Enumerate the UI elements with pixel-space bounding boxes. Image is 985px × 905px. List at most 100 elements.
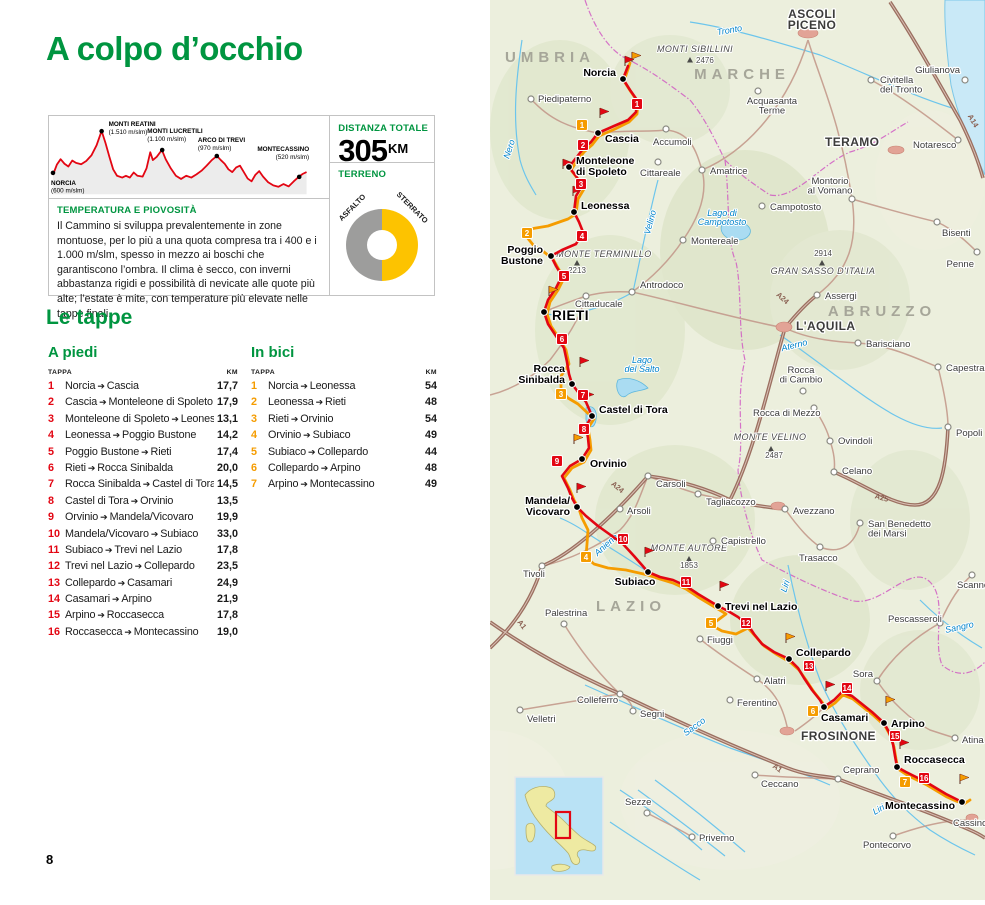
stage-badge-number: 10	[619, 535, 628, 544]
city-label: Sora	[853, 669, 874, 680]
stage-stop-label: Cascia	[605, 133, 639, 145]
arrow-icon: ➔	[141, 446, 149, 457]
city-marker	[516, 706, 524, 714]
profile-area	[52, 130, 307, 195]
stage-row: 9 Orvinio ➔ Mandela/Vicovaro 19,9	[48, 511, 238, 527]
stage-stop-label: Leonessa	[581, 200, 630, 212]
city-label: Carsoli	[656, 479, 686, 490]
peak-elevation: 2914	[814, 249, 832, 258]
stage-km: 19,0	[216, 625, 238, 638]
city-label: San Benedetto dei Marsi	[868, 519, 931, 540]
peak-label: MONTI SIBILLINI	[657, 44, 733, 54]
inset-highlight-rect	[554, 810, 572, 840]
stage-badge	[575, 178, 587, 190]
stage-km: 49	[424, 429, 437, 442]
terrain-label: TERRENO	[338, 169, 387, 180]
city-marker	[936, 619, 944, 627]
stage-number: 12	[48, 560, 61, 573]
stage-stop-label: Castel di Tora	[599, 404, 668, 416]
city-label: Trasacco	[799, 553, 838, 564]
stage-route: Monteleone di Spoleto➔Leonessa	[65, 412, 214, 425]
major-city-label: FROSINONE	[801, 729, 876, 743]
water-label: Lago del Salto	[624, 355, 659, 374]
peak-icon	[687, 57, 693, 63]
profile-marker-elev: (600 m/slm)	[51, 188, 84, 195]
arrow-icon: ➔	[150, 528, 159, 539]
peak-icon	[574, 260, 580, 266]
stage-number: 1	[251, 380, 258, 392]
city-marker	[679, 236, 687, 244]
stage-badge	[580, 551, 592, 563]
stage-route: Castel di Tora ➔ Orvinio	[65, 494, 174, 507]
motorways	[488, 1, 985, 840]
flag-icon	[719, 580, 730, 589]
stage-stop-marker	[893, 763, 901, 771]
city-label: Antrodoco	[640, 280, 683, 291]
stage-stop-label: Poggio Bustone	[501, 244, 543, 267]
city-marker	[954, 136, 962, 144]
stage-badge	[551, 455, 563, 467]
cycling-title: In bici	[251, 344, 295, 361]
city-marker	[694, 490, 702, 498]
stage-number: 6	[251, 461, 258, 474]
city-marker	[856, 519, 864, 527]
stage-badge	[889, 730, 901, 742]
stage-badge-number: 1	[580, 121, 585, 130]
stage-km: 19,9	[216, 511, 238, 524]
stage-badge	[555, 388, 567, 400]
stage-km: 24,9	[216, 576, 238, 589]
col-km: KM	[425, 369, 437, 376]
peak-elevation: 2487	[765, 451, 783, 460]
stage-km: 14,5	[216, 478, 238, 491]
city-label: Celano	[842, 466, 872, 477]
walking-title: A piedi	[48, 344, 98, 361]
stage-route: Orvinio ➔ Mandela/Vicovaro	[65, 511, 194, 524]
peak-elevation: 1853	[680, 561, 698, 570]
stage-row: 1 Norcia ➔ Leonessa 54	[251, 380, 437, 396]
city-marker	[616, 690, 624, 698]
city-marker	[751, 771, 759, 779]
stage-badge	[918, 772, 930, 784]
peak-label: GRAN SASSO D'ITALIA	[771, 266, 876, 276]
stage-badge-number: 15	[891, 732, 900, 741]
stage-route: Leonessa ➔ Rieti	[268, 396, 346, 409]
walking-stages-table: A piedi TAPPA KM 1 Norcia ➔ Cascia 17,7 2 Casc…	[48, 344, 238, 642]
city-label: Bisenti	[942, 228, 971, 239]
flag-icon	[579, 356, 590, 365]
city-marker	[834, 775, 842, 783]
stage-badge-number: 7	[581, 391, 586, 400]
city-marker	[781, 505, 789, 513]
stage-number: 10	[48, 527, 61, 540]
stage-km: 17,9	[216, 396, 238, 409]
stage-number: 7	[48, 478, 55, 491]
stage-stop-marker	[785, 655, 793, 663]
stages-heading: Le tappe	[46, 306, 133, 329]
stage-stop-label: Norcia	[583, 67, 616, 79]
city-marker	[889, 832, 897, 840]
arrow-icon: ➔	[142, 479, 151, 490]
profile-marker-elev: (520 m/slm)	[276, 154, 309, 161]
arrow-icon: ➔	[99, 397, 107, 408]
profile-marker-elev: (1.510 m/slm)	[109, 129, 148, 136]
stage-number: 11	[48, 543, 60, 556]
city-label: Piedipaterno	[538, 94, 591, 105]
route-map: UMBRIA MARCHE ABRUZZO LAZIO Nero Tronto Velino…	[410, 0, 985, 900]
city-marker	[816, 543, 824, 551]
city-label: Pontecorvo	[863, 840, 911, 851]
climate-label: TEMPERATURA E PIOVOSITÀ	[57, 205, 197, 216]
map-svg: UMBRIAMARCHEABRUZZOLAZIONeroTrontoVelino…	[410, 0, 985, 900]
stage-number: 5	[251, 445, 258, 458]
overview-box: NORCIA (600 m/slm) MONTI REATINI (1.510 m/s…	[48, 115, 435, 320]
stage-number: 16	[48, 625, 61, 638]
region-boundaries	[584, 0, 985, 674]
stage-stop-label: Subiaco	[615, 576, 656, 588]
stage-badge-number: 9	[555, 457, 560, 466]
stage-number: 1	[48, 380, 55, 392]
profile-marker-name: MONTI LUCRETILI	[147, 128, 203, 135]
terrain-donut-chart: ASFALTO STERRATO	[337, 190, 430, 281]
stage-km: 44	[424, 445, 437, 458]
stage-badge	[576, 119, 588, 131]
city-label: Capestrano	[946, 363, 985, 374]
arrow-icon: ➔	[87, 462, 96, 473]
stage-badge-number: 3	[579, 180, 584, 189]
